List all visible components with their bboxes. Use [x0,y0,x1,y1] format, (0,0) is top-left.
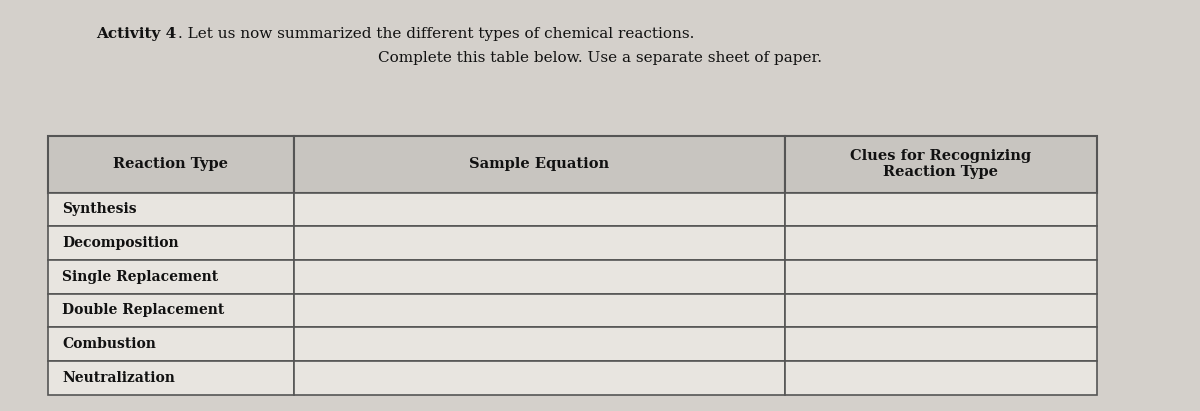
Text: Reaction Type: Reaction Type [113,157,228,171]
Text: Complete this table below. Use a separate sheet of paper.: Complete this table below. Use a separat… [378,51,822,65]
Text: Synthesis: Synthesis [62,203,137,217]
Text: Clues for Recognizing
Reaction Type: Clues for Recognizing Reaction Type [851,149,1031,179]
Text: Sample Equation: Sample Equation [469,157,610,171]
Text: Single Replacement: Single Replacement [62,270,218,284]
Text: Activity 4: Activity 4 [96,27,176,41]
Text: Decomposition: Decomposition [62,236,179,250]
Text: Double Replacement: Double Replacement [62,303,224,317]
Text: Combustion: Combustion [62,337,156,351]
Text: Neutralization: Neutralization [62,371,175,385]
Text: . Let us now summarized the different types of chemical reactions.: . Let us now summarized the different ty… [178,27,694,41]
